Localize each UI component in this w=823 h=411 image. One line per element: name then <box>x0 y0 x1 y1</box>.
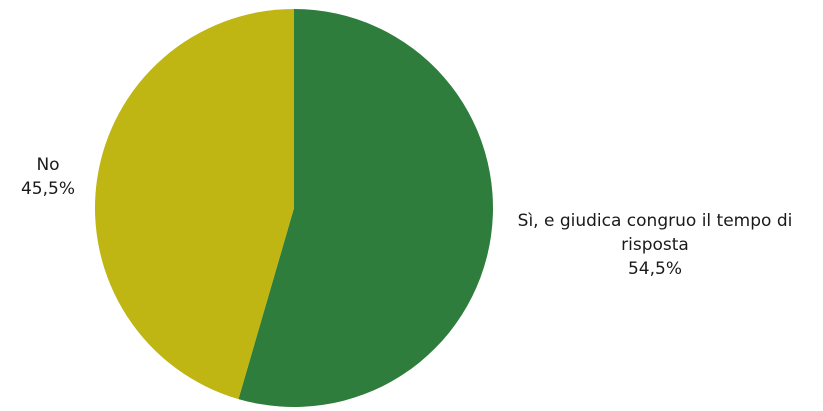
label-no: No 45,5% <box>6 153 90 201</box>
label-si-name: Sì, e giudica congruo il tempo di rispos… <box>517 211 793 255</box>
label-si-value: 54,5% <box>627 259 682 279</box>
label-no-name: No <box>36 155 60 175</box>
label-si: Sì, e giudica congruo il tempo di rispos… <box>494 209 816 281</box>
label-no-value: 45,5% <box>20 179 75 199</box>
pie-slice-1 <box>94 8 294 400</box>
pie-slice-0 <box>238 9 493 407</box>
